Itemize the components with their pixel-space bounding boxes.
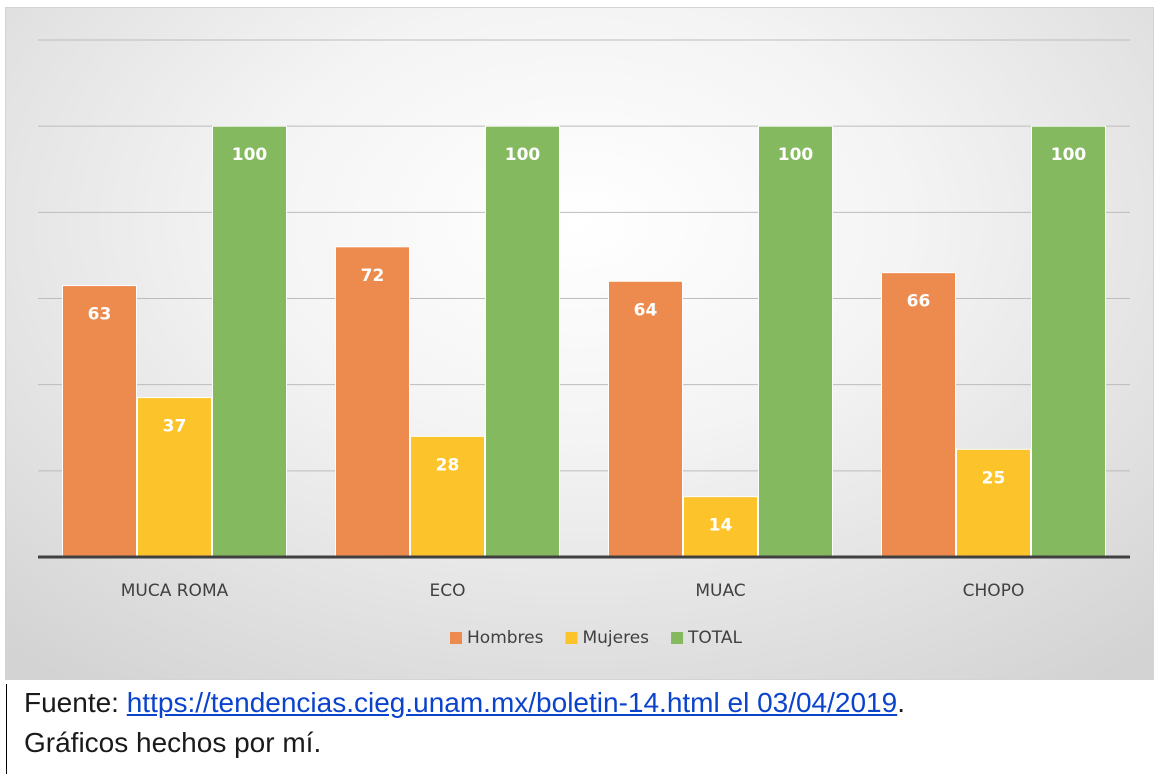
- data-label: 37: [163, 417, 187, 437]
- footer-left-rule: [6, 684, 7, 774]
- source-end: .: [897, 687, 905, 718]
- legend-item-mujeres: Mujeres: [565, 628, 649, 648]
- bar-mujeres: [683, 496, 758, 558]
- category-label: ECO: [430, 581, 466, 601]
- bar-hombres: [608, 280, 683, 558]
- legend-swatch: [450, 632, 463, 644]
- data-label: 100: [505, 145, 541, 165]
- bar-mujeres: [410, 435, 485, 558]
- legend-swatch: [671, 632, 684, 644]
- data-label: 100: [1051, 145, 1087, 165]
- category-label: MUAC: [695, 581, 745, 601]
- footer-note: Gráficos hechos por mí.: [24, 727, 322, 758]
- category-label: MUCA ROMA: [121, 581, 229, 601]
- legend-label: Mujeres: [582, 628, 649, 648]
- bar-total: [212, 125, 287, 558]
- legend-swatch: [565, 632, 578, 644]
- source-link[interactable]: https://tendencias.cieg.unam.mx/boletin-…: [126, 687, 898, 718]
- source-footer: Fuente: https://tendencias.cieg.unam.mx/…: [0, 684, 1154, 774]
- data-label: 100: [778, 145, 814, 165]
- bar-mujeres: [956, 448, 1031, 558]
- legend-label: TOTAL: [687, 628, 742, 648]
- data-label: 72: [361, 266, 385, 286]
- source-line: Fuente: https://tendencias.cieg.unam.mx/…: [24, 686, 905, 720]
- data-label: 64: [634, 300, 658, 320]
- data-label: 66: [907, 292, 931, 312]
- category-label: CHOPO: [963, 581, 1025, 601]
- bar-total: [758, 125, 833, 558]
- bar-chart: 63 37 100 MUCA ROMA 72 28 100 ECO 64 14 100 MUAC 66 2…: [38, 39, 1130, 648]
- data-label: 100: [232, 145, 268, 165]
- chart-area: 63 37 100 MUCA ROMA 72 28 100 ECO 64 14 100 MUAC 66 2…: [5, 7, 1154, 680]
- source-label: Fuente:: [24, 687, 127, 718]
- legend-label: Hombres: [467, 628, 544, 648]
- data-label: 25: [982, 468, 1006, 488]
- legend-item-total: TOTAL: [671, 628, 743, 648]
- bar-hombres: [335, 246, 410, 558]
- bar-hombres: [62, 285, 137, 558]
- bar-total: [485, 125, 560, 558]
- data-label: 14: [709, 516, 733, 536]
- bar-total: [1031, 125, 1106, 558]
- bar-hombres: [881, 272, 956, 558]
- data-label: 28: [436, 455, 460, 475]
- legend-item-hombres: Hombres: [450, 628, 544, 648]
- data-label: 63: [88, 305, 112, 325]
